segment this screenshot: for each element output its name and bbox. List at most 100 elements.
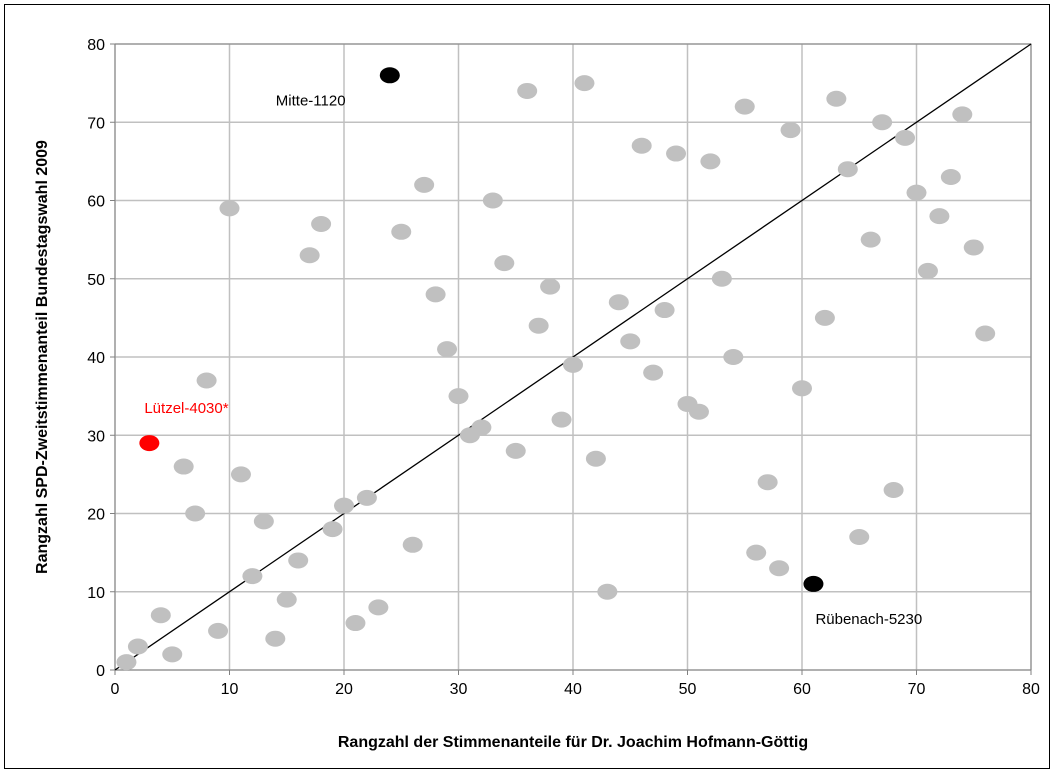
scatter-point	[448, 388, 469, 405]
scatter-point	[757, 474, 778, 491]
scatter-point	[402, 536, 423, 553]
scatter-point	[734, 98, 755, 115]
scatter-point	[368, 599, 389, 616]
scatter-point	[288, 552, 309, 569]
x-tick-label: 20	[335, 681, 353, 698]
scatter-point	[631, 137, 652, 154]
scatter-point	[872, 114, 893, 131]
scatter-point	[769, 560, 790, 577]
scatter-point	[849, 528, 870, 545]
scatter-point	[597, 583, 618, 600]
scatter-point	[895, 129, 916, 146]
highlighted-point	[379, 67, 400, 84]
scatter-point	[574, 75, 595, 92]
scatter-point	[654, 302, 675, 319]
scatter-point	[265, 630, 286, 647]
scatter-point	[196, 372, 217, 389]
point-annotation-label: Rübenach-5230	[815, 611, 922, 628]
scatter-point	[173, 458, 194, 475]
x-tick-label: 40	[564, 681, 582, 698]
highlighted-point	[139, 435, 160, 452]
scatter-point	[963, 239, 984, 256]
scatter-point	[334, 497, 354, 514]
scatter-point	[620, 333, 641, 350]
scatter-point	[929, 208, 950, 225]
scatter-point	[127, 638, 148, 655]
scatter-point	[563, 356, 583, 373]
scatter-point	[551, 411, 572, 428]
y-tick-label: 80	[87, 37, 105, 54]
scatter-point	[494, 255, 515, 272]
scatter-point	[208, 622, 229, 639]
y-tick-label: 50	[87, 272, 105, 289]
scatter-point	[643, 364, 664, 381]
scatter-point	[688, 403, 709, 420]
scatter-point	[391, 223, 412, 240]
y-tick-label: 20	[87, 507, 105, 524]
y-axis-title: Rangzahl SPD-Zweitstimmenanteil Bundesta…	[34, 140, 51, 574]
scatter-point	[585, 450, 606, 467]
scatter-point	[780, 122, 801, 139]
scatter-point	[837, 161, 858, 178]
highlighted-points: Mitte-1120 Rübenach-5230 Lützel-4030*	[139, 67, 922, 628]
scatter-point	[253, 513, 274, 530]
scatter-point	[860, 231, 881, 248]
scatter-point	[952, 106, 973, 123]
scatter-point	[528, 317, 549, 334]
scatter-point	[666, 145, 687, 162]
scatter-point	[540, 278, 561, 295]
y-tick-label: 10	[87, 585, 105, 602]
scatter-point	[150, 607, 171, 624]
scatter-point	[219, 200, 240, 217]
scatter-point	[116, 654, 137, 671]
scatter-point	[299, 247, 320, 264]
scatter-point	[356, 489, 377, 506]
scatter-point	[917, 262, 938, 279]
y-tick-label: 30	[87, 428, 105, 445]
scatter-point	[700, 153, 721, 170]
scatter-point	[345, 615, 366, 632]
point-annotation-label: Lützel-4030*	[144, 400, 228, 417]
highlighted-point	[803, 575, 824, 592]
scatter-point	[906, 184, 927, 201]
x-tick-label: 0	[111, 681, 120, 698]
y-tick-label: 0	[96, 663, 105, 680]
scatter-point	[471, 419, 492, 436]
scatter-point	[242, 568, 263, 585]
scatter-point	[414, 176, 435, 193]
scatter-point	[826, 90, 847, 107]
x-tick-label: 10	[221, 681, 239, 698]
y-tick-label: 70	[87, 115, 105, 132]
x-axis-ticks: 0 10 20 30 40 50 60 70 80	[111, 670, 1040, 698]
scatter-point	[311, 215, 332, 232]
point-annotation-label: Mitte-1120	[276, 92, 346, 109]
scatter-point	[608, 294, 629, 311]
scatter-point	[437, 341, 458, 358]
scatter-point	[162, 646, 183, 663]
scatter-point	[814, 309, 835, 326]
scatter-point	[505, 442, 526, 459]
x-tick-label: 30	[450, 681, 468, 698]
scatter-point	[975, 325, 996, 342]
scatter-point	[883, 482, 904, 499]
scatter-point	[792, 380, 812, 397]
scatter-point	[517, 82, 538, 99]
y-tick-label: 40	[87, 350, 105, 367]
scatter-point	[185, 505, 206, 522]
scatter-point	[425, 286, 446, 303]
x-tick-label: 80	[1022, 681, 1040, 698]
x-axis-title: Rangzahl der Stimmenanteile für Dr. Joac…	[338, 734, 808, 751]
y-axis-ticks: 0 10 20 30 40 50 60 70 80	[87, 37, 115, 680]
x-tick-label: 70	[908, 681, 926, 698]
scatter-point	[276, 591, 297, 608]
scatter-point	[482, 192, 503, 209]
x-tick-label: 50	[679, 681, 697, 698]
scatter-point	[746, 544, 767, 561]
x-tick-label: 60	[793, 681, 811, 698]
y-tick-label: 60	[87, 194, 105, 211]
scatter-point	[723, 349, 744, 365]
scatter-point	[322, 521, 343, 538]
scatter-point	[230, 466, 251, 483]
scatter-point	[940, 169, 961, 186]
